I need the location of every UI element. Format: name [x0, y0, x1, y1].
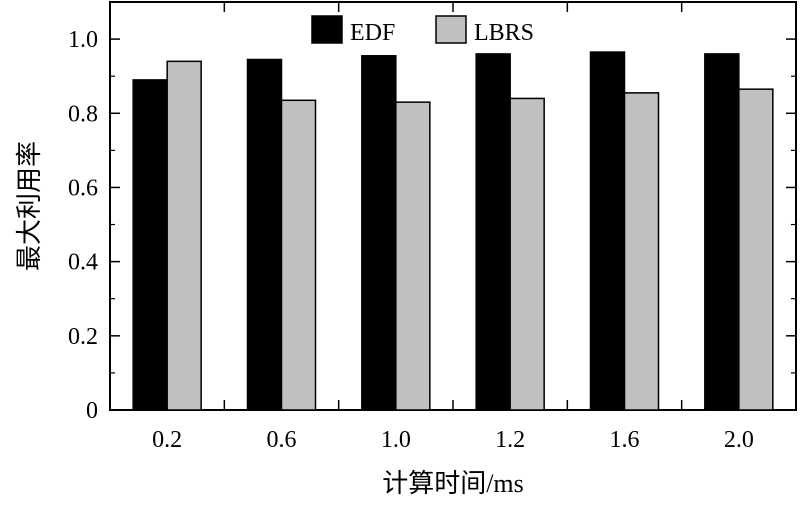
- x-tick-label: 1.6: [610, 427, 640, 453]
- legend-swatch-edf: [311, 15, 343, 44]
- bar-lbrs-1.0: [395, 101, 431, 411]
- x-axis: 0.2 0.6 1.0 1.2 1.6 2.0: [152, 2, 754, 453]
- x-tick-label: 0.6: [267, 427, 297, 453]
- bar-edf-2.0: [704, 53, 740, 411]
- bar-lbrs-1.2: [509, 97, 545, 411]
- bar-edf-0.2: [132, 79, 168, 411]
- y-tick-label: 0.2: [68, 324, 98, 350]
- x-tick-label: 1.0: [381, 427, 411, 453]
- bar-edf-0.6: [246, 58, 283, 411]
- y-tick-label: 0.4: [68, 250, 98, 276]
- legend-label-lbrs: LBRS: [474, 20, 534, 46]
- plot-area: [109, 1, 797, 411]
- bar-lbrs-2.0: [738, 88, 774, 411]
- y-tick-label: 0: [86, 398, 98, 424]
- y-axis-label: 最大利用率: [15, 141, 44, 271]
- bar-lbrs-1.6: [623, 92, 660, 411]
- y-tick-label: 0.8: [68, 101, 98, 127]
- y-axis: 0 0.2 0.4 0.6 0.8 1.0: [68, 27, 796, 424]
- y-tick-label: 0.6: [68, 175, 98, 201]
- bar-edf-1.0: [361, 55, 397, 411]
- y-tick-label: 1.0: [68, 27, 98, 53]
- x-tick-label: 0.2: [152, 427, 182, 453]
- bar-lbrs-0.6: [280, 99, 317, 411]
- bar-lbrs-0.2: [166, 60, 202, 411]
- x-axis-label: 计算时间/ms: [382, 469, 524, 498]
- legend-swatch-lbrs: [435, 15, 467, 44]
- x-tick-label: 1.2: [495, 427, 525, 453]
- x-tick-label: 2.0: [724, 427, 754, 453]
- bar-edf-1.2: [475, 53, 511, 411]
- bar-edf-1.6: [589, 51, 626, 411]
- legend-label-edf: EDF: [350, 20, 395, 46]
- legend: EDF LBRS: [311, 15, 534, 46]
- bars-group: [132, 51, 774, 411]
